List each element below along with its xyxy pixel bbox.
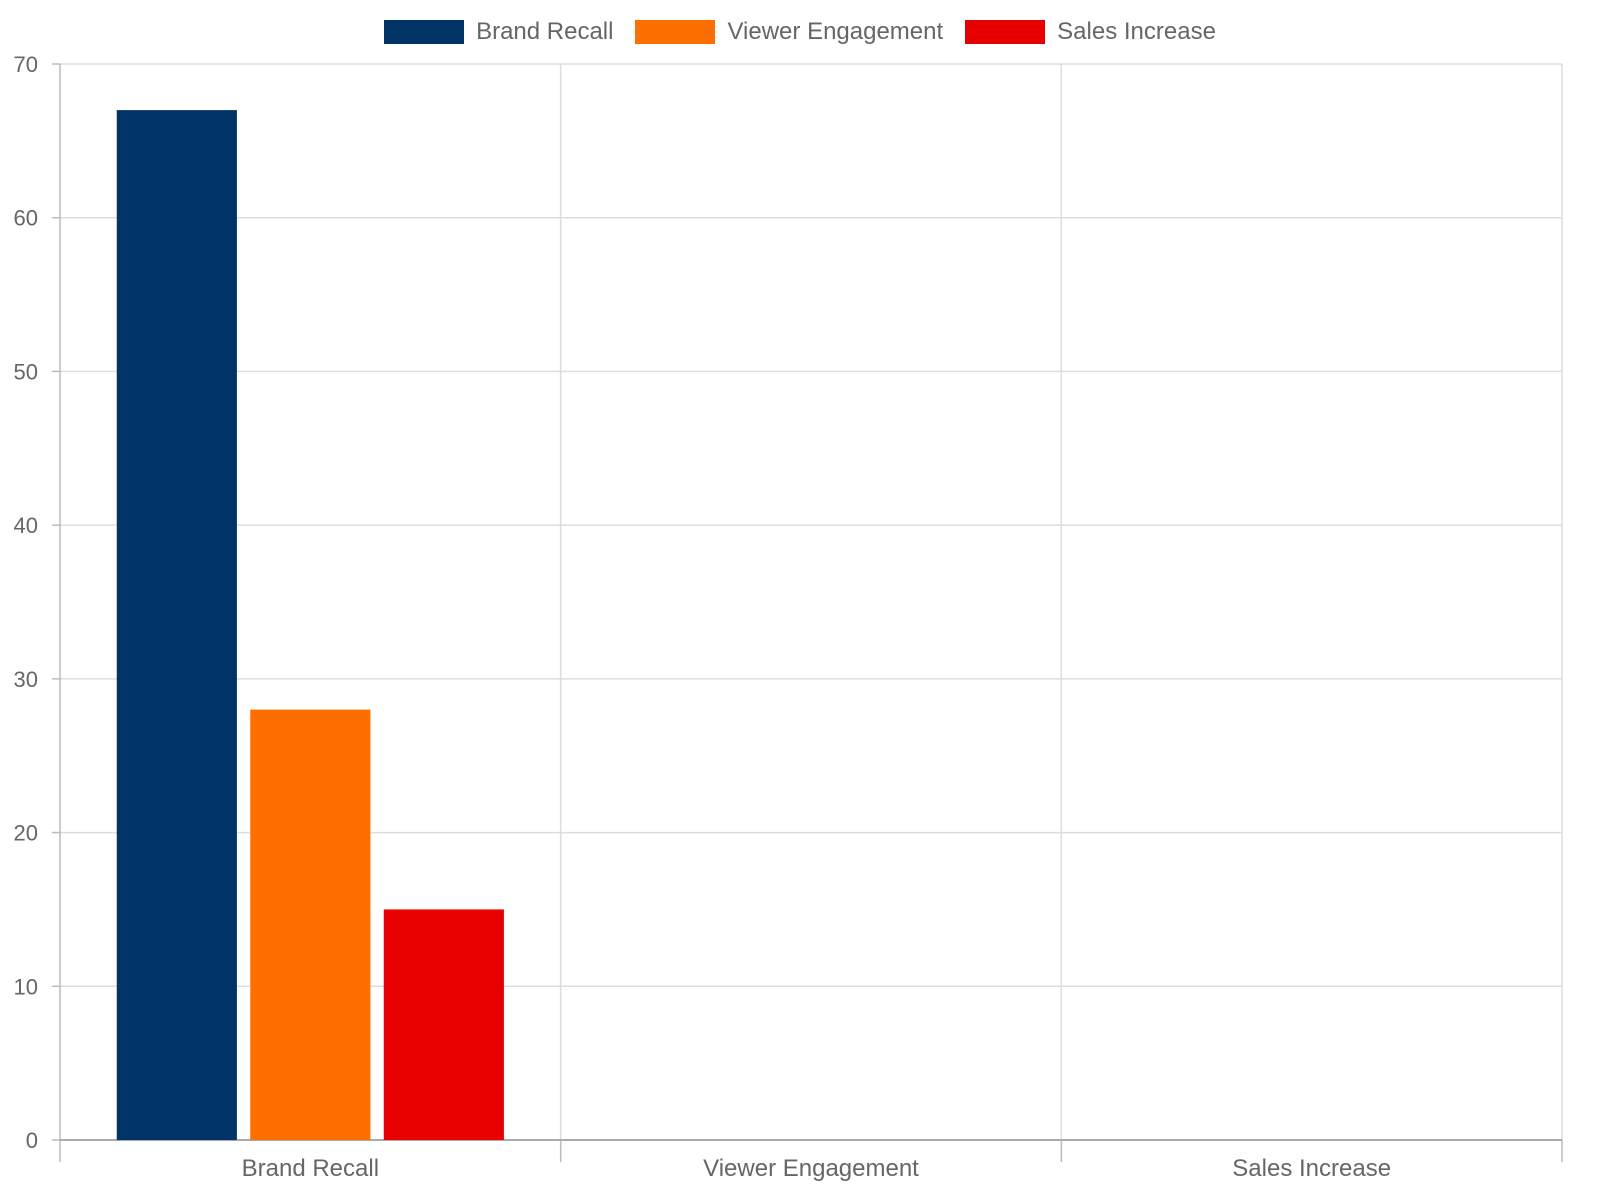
legend-item-sales-increase[interactable]: Sales Increase — [965, 18, 1216, 46]
y-tick-label: 50 — [14, 359, 38, 384]
y-tick-label: 0 — [26, 1128, 38, 1153]
bar-sales-increase — [383, 909, 504, 1140]
x-tick-label: Sales Increase — [1232, 1155, 1391, 1182]
x-tick-label: Viewer Engagement — [703, 1155, 919, 1182]
bar-viewer-engagement — [250, 709, 371, 1140]
x-tick-label: Brand Recall — [242, 1155, 379, 1182]
y-tick-label: 30 — [14, 667, 38, 692]
legend-label-viewer-engagement: Viewer Engagement — [727, 18, 944, 45]
legend-swatch-sales-increase — [965, 20, 1046, 44]
y-tick-label: 70 — [14, 52, 38, 77]
legend-item-viewer-engagement[interactable]: Viewer Engagement — [635, 18, 943, 46]
bar-brand-recall — [116, 110, 237, 1141]
y-tick-label: 40 — [14, 513, 38, 538]
y-tick-label: 10 — [14, 974, 38, 999]
legend-swatch-brand-recall — [384, 20, 465, 44]
legend: Brand Recall Viewer Engagement Sales Inc… — [0, 18, 1600, 46]
y-tick-label: 20 — [14, 821, 38, 846]
y-tick-label: 60 — [14, 206, 38, 231]
legend-label-brand-recall: Brand Recall — [476, 18, 614, 45]
legend-item-brand-recall[interactable]: Brand Recall — [384, 18, 613, 46]
legend-label-sales-increase: Sales Increase — [1057, 18, 1216, 45]
legend-swatch-viewer-engagement — [635, 20, 716, 44]
